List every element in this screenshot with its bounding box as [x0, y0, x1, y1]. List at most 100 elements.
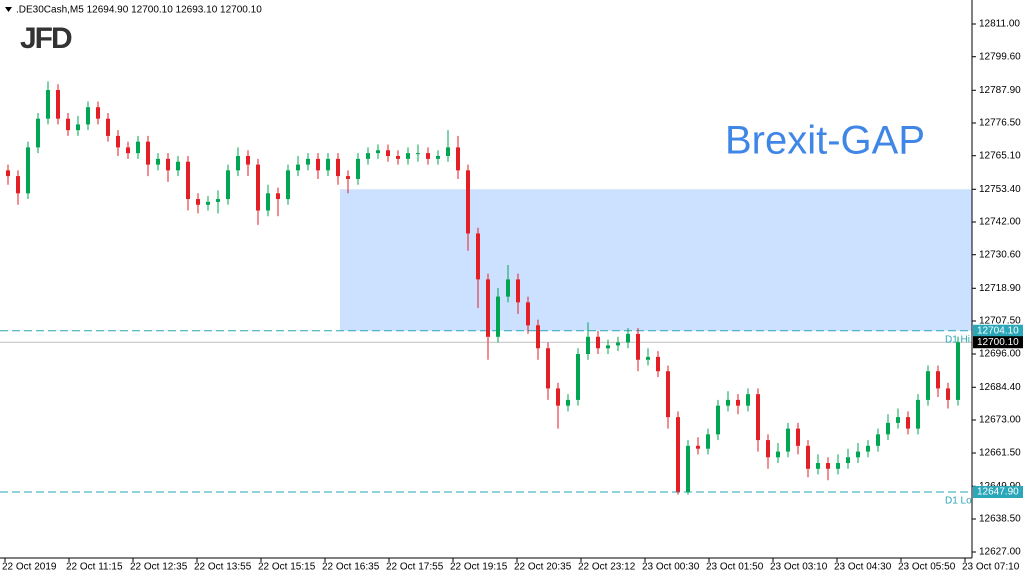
y-tick-label: 12799.60	[979, 51, 1021, 62]
candle-body	[606, 345, 610, 349]
level-name: D1 Hi	[945, 334, 970, 345]
candle-body	[696, 445, 700, 449]
price-tag-label: 12704.10	[977, 325, 1019, 336]
candle-body	[236, 156, 240, 171]
candle-body	[296, 164, 300, 171]
y-tick-label: 12753.40	[979, 184, 1021, 195]
y-tick-label: 12730.60	[979, 249, 1021, 260]
y-tick-label: 12638.50	[979, 514, 1021, 525]
candle-body	[546, 348, 550, 389]
x-tick-label: 22 Oct 17:55	[386, 562, 444, 573]
candle-body	[306, 158, 310, 165]
y-tick-label: 12696.00	[979, 349, 1021, 360]
candle-body	[626, 333, 630, 343]
candle-body	[406, 153, 410, 159]
candle-body	[956, 342, 960, 400]
menu-arrow[interactable]	[5, 7, 12, 12]
y-tick-label: 12627.00	[979, 547, 1021, 558]
candle-body	[486, 279, 490, 337]
y-tick-label: 12684.40	[979, 382, 1021, 393]
candle-body	[256, 164, 260, 211]
candle-body	[876, 434, 880, 446]
candle-body	[576, 354, 580, 400]
y-tick-label: 12742.00	[979, 217, 1021, 228]
candle-body	[816, 463, 820, 469]
x-tick-label: 23 Oct 00:30	[642, 562, 700, 573]
candle-body	[536, 325, 540, 349]
candle-body	[226, 170, 230, 200]
y-tick-label: 12707.50	[979, 316, 1021, 327]
x-tick-label: 23 Oct 01:50	[706, 562, 764, 573]
candle-body	[886, 422, 890, 435]
candle-body	[26, 147, 30, 194]
price-tag	[973, 486, 1023, 499]
candle-body	[946, 388, 950, 400]
candle-body	[796, 428, 800, 446]
candle-body	[616, 342, 620, 346]
candle-body	[366, 153, 370, 159]
candle-body	[826, 463, 830, 469]
candle-body	[56, 90, 60, 119]
candle-body	[156, 158, 160, 165]
y-tick-label: 12776.50	[979, 118, 1021, 129]
gap-zone	[340, 189, 972, 331]
candle-body	[786, 428, 790, 452]
candle-body	[736, 399, 740, 406]
candle-body	[186, 161, 190, 200]
candle-body	[666, 371, 670, 418]
price-tag-label: 12700.10	[977, 337, 1019, 348]
candle-body	[86, 107, 90, 125]
candle-body	[136, 141, 140, 154]
candle-body	[526, 302, 530, 326]
candle-body	[326, 158, 330, 171]
candle-body	[16, 176, 20, 194]
x-tick-label: 22 Oct 2019	[2, 562, 57, 573]
candle-body	[496, 296, 500, 337]
candle-body	[146, 141, 150, 165]
candle-body	[746, 394, 750, 406]
candle-body	[396, 156, 400, 159]
candle-body	[516, 279, 520, 303]
candle-body	[346, 176, 350, 179]
candle-body	[506, 279, 510, 297]
price-tag	[973, 336, 1023, 349]
candle-body	[316, 158, 320, 171]
candle-body	[936, 371, 940, 389]
candle-body	[726, 399, 730, 406]
candle-body	[36, 118, 40, 148]
candle-body	[766, 440, 770, 458]
x-tick-label: 22 Oct 11:15	[66, 562, 123, 573]
candle-body	[926, 371, 930, 400]
candle-body	[66, 118, 70, 131]
x-tick-label: 23 Oct 03:10	[770, 562, 828, 573]
logo: JFD	[20, 22, 72, 55]
candle-body	[676, 417, 680, 492]
candle-body	[286, 170, 290, 200]
candle-body	[596, 336, 600, 349]
candle-body	[636, 333, 640, 360]
price-tag	[973, 324, 1023, 337]
candle-body	[716, 405, 720, 435]
candle-body	[76, 124, 80, 131]
candle-body	[586, 336, 590, 354]
candle-body	[46, 90, 50, 119]
candle-body	[566, 399, 570, 406]
x-tick-label: 22 Oct 23:12	[578, 562, 636, 573]
candle-body	[436, 156, 440, 159]
candle-body	[6, 170, 10, 177]
candle-body	[216, 199, 220, 202]
header: .DE30Cash,M5 12694.90 12700.10 12693.10 …	[16, 5, 262, 16]
candle-body	[166, 158, 170, 171]
candle-body	[206, 201, 210, 205]
x-tick-label: 22 Oct 20:35	[514, 562, 572, 573]
zone-label: Brexit-GAP	[725, 119, 925, 163]
candle-body	[556, 388, 560, 406]
x-tick-label: 22 Oct 13:55	[194, 562, 252, 573]
x-tick-label: 23 Oct 07:10	[962, 562, 1020, 573]
candle-body	[756, 394, 760, 441]
candle-body	[176, 161, 180, 171]
level-name: D1 Lo	[945, 496, 972, 507]
y-tick-label: 12811.00	[979, 19, 1020, 30]
y-tick-label: 12765.10	[979, 150, 1021, 161]
candle-body	[866, 445, 870, 452]
